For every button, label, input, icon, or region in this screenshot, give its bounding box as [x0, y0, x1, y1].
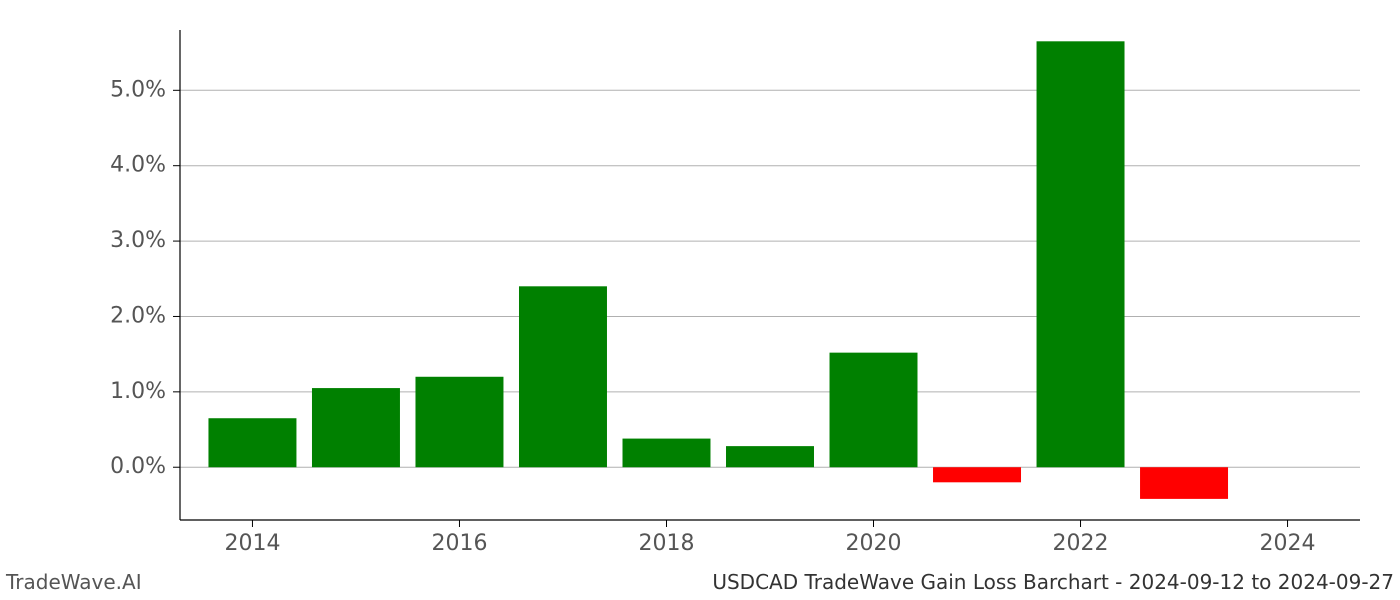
- x-tick-label: 2016: [431, 531, 487, 556]
- chart-container: 0.0% 1.0% 2.0% 3.0% 4.0% 5.0% 2014 2016 2018 2020…: [0, 0, 1400, 600]
- bar-2016: [415, 377, 503, 467]
- bar-2022: [1037, 41, 1125, 467]
- watermark-left: TradeWave.AI: [6, 570, 142, 594]
- bar-2018: [623, 439, 711, 468]
- y-tick-label: 3.0%: [110, 228, 166, 253]
- x-tick-label: 2022: [1053, 531, 1109, 556]
- y-tick-label: 2.0%: [110, 303, 166, 328]
- bar-2020: [830, 353, 918, 468]
- chart-caption: USDCAD TradeWave Gain Loss Barchart - 20…: [712, 570, 1394, 594]
- bar-2015: [312, 388, 400, 467]
- bar-2019: [726, 446, 814, 467]
- x-tick-label: 2020: [846, 531, 902, 556]
- x-tick-label: 2024: [1260, 531, 1316, 556]
- x-tick-label: 2014: [224, 531, 280, 556]
- bar-2017: [519, 286, 607, 467]
- y-tick-label: 0.0%: [110, 454, 166, 479]
- bar-2014: [208, 418, 296, 467]
- y-tick-label: 4.0%: [110, 153, 166, 178]
- gain-loss-barchart: 0.0% 1.0% 2.0% 3.0% 4.0% 5.0% 2014 2016 2018 2020…: [0, 0, 1400, 600]
- y-tick-label: 1.0%: [110, 379, 166, 404]
- y-tick-label: 5.0%: [110, 77, 166, 102]
- bar-2023: [1140, 467, 1228, 499]
- x-tick-label: 2018: [638, 531, 694, 556]
- bar-2021: [933, 467, 1021, 482]
